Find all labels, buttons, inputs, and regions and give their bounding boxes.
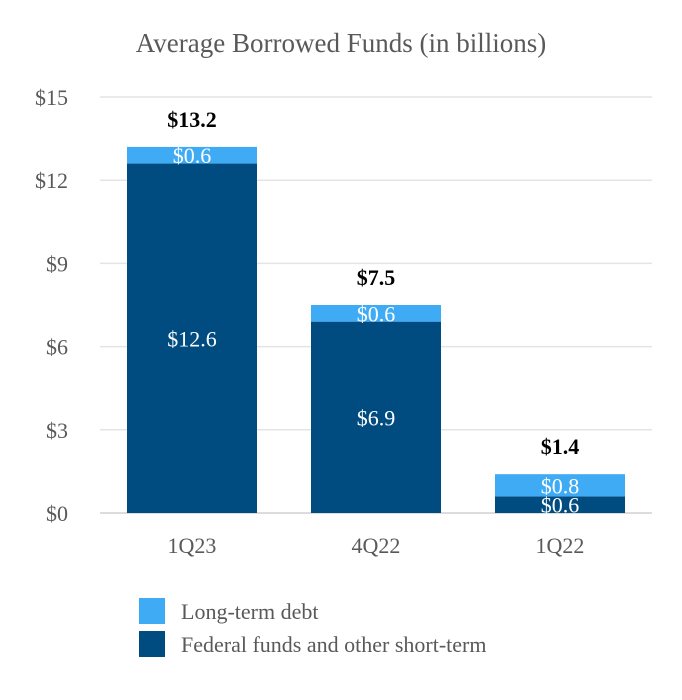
segment-value-label: $0.6 (541, 493, 580, 518)
bar-segment (127, 163, 257, 513)
bar-segment (127, 146, 257, 164)
y-tick-label: $15 (35, 85, 68, 110)
y-tick-label: $0 (46, 501, 68, 526)
x-tick-label: 1Q22 (536, 533, 585, 558)
y-axis-ticks: $0 $3 $6 $9 $12 $15 (35, 85, 68, 526)
legend-swatch (139, 631, 165, 657)
data-labels: $12.6$0.6$13.2$6.9$0.6$7.5$0.6$0.8$1.4 (167, 107, 579, 518)
segment-value-label: $0.8 (541, 473, 580, 498)
segment-value-label: $0.6 (357, 301, 396, 326)
total-value-label: $13.2 (167, 107, 217, 132)
bar-segment (495, 474, 625, 497)
total-value-label: $7.5 (357, 265, 396, 290)
legend-label: Federal funds and other short-term (181, 632, 486, 657)
segment-value-label: $6.9 (357, 405, 396, 430)
bar-segment (311, 321, 441, 513)
y-tick-label: $3 (46, 418, 68, 443)
legend-swatch (139, 598, 165, 624)
total-value-label: $1.4 (541, 434, 580, 459)
segment-value-label: $0.6 (173, 143, 212, 168)
bar-segment (311, 305, 441, 322)
bars (127, 146, 625, 513)
x-axis-ticks: 1Q23 4Q22 1Q22 (168, 533, 585, 558)
chart-title: Average Borrowed Funds (in billions) (136, 28, 546, 58)
legend: Long-term debt Federal funds and other sh… (139, 598, 486, 657)
y-tick-label: $9 (46, 251, 68, 276)
legend-label: Long-term debt (181, 599, 318, 624)
bar-segment (495, 496, 625, 513)
x-tick-label: 4Q22 (352, 533, 401, 558)
segment-value-label: $12.6 (167, 326, 217, 351)
y-tick-label: $12 (35, 168, 68, 193)
y-tick-label: $6 (46, 335, 68, 360)
x-tick-label: 1Q23 (168, 533, 217, 558)
